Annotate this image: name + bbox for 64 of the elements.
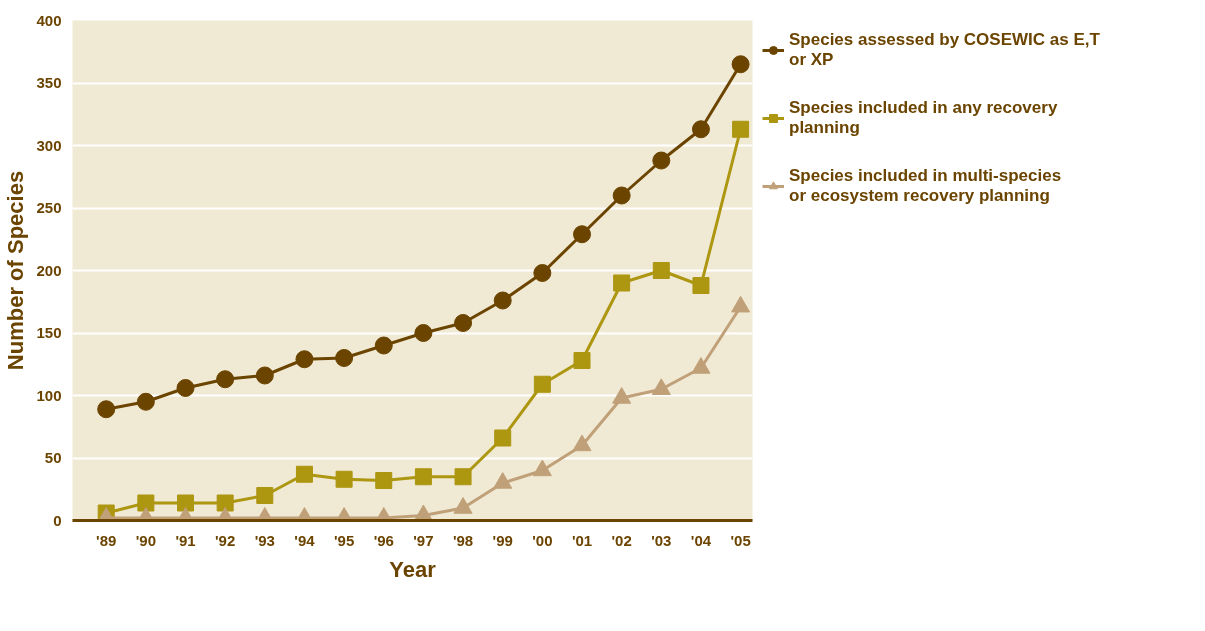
- point: [732, 120, 750, 138]
- y-tick-label: 0: [53, 511, 62, 529]
- x-tick-label: '93: [254, 531, 275, 549]
- point: [612, 186, 631, 205]
- point: [137, 494, 155, 512]
- point: [454, 468, 472, 486]
- x-tick-label: '04: [690, 531, 712, 549]
- y-axis-title: Number of Species: [3, 170, 29, 371]
- point: [256, 487, 274, 504]
- point: [533, 375, 551, 393]
- point: [176, 379, 195, 397]
- y-tick-label: 250: [36, 199, 62, 216]
- point: [454, 314, 473, 332]
- point: [136, 392, 155, 411]
- y-tick-label: 350: [36, 74, 62, 91]
- point: [652, 262, 670, 279]
- x-tick-label: '00: [532, 531, 553, 549]
- y-tick-label: 50: [44, 449, 62, 466]
- point: [335, 470, 353, 488]
- point: [414, 468, 432, 486]
- point: [573, 352, 591, 369]
- y-tick-label: 400: [36, 11, 62, 29]
- x-tick-label: '01: [571, 531, 593, 549]
- point: [533, 264, 552, 282]
- y-tick-label: 200: [36, 261, 62, 279]
- point: [374, 336, 393, 355]
- point: [375, 472, 393, 489]
- point: [97, 400, 116, 419]
- point: [295, 465, 313, 483]
- x-tick-label: '94: [294, 531, 316, 549]
- x-tick-label: '96: [373, 531, 394, 549]
- point: [295, 350, 314, 369]
- legend-label: Species included in any recovery planning: [789, 98, 1058, 138]
- point: [494, 429, 512, 447]
- y-tick-label: 100: [36, 386, 62, 404]
- point: [692, 277, 710, 294]
- x-tick-label: '92: [215, 531, 236, 549]
- x-tick-label: '99: [492, 531, 513, 549]
- point: [613, 274, 631, 292]
- point: [573, 225, 591, 244]
- x-tick-label: '03: [651, 531, 672, 549]
- x-tick-label: '97: [413, 531, 434, 549]
- point: [493, 291, 512, 310]
- y-tick-label: 150: [36, 324, 62, 341]
- x-tick-label: '95: [333, 531, 355, 549]
- point: [216, 370, 235, 389]
- x-tick-label: '91: [175, 531, 196, 549]
- x-tick-label: '02: [611, 531, 632, 549]
- point: [652, 151, 671, 170]
- x-tick-label: '90: [135, 531, 156, 549]
- x-tick-label: '98: [452, 531, 474, 549]
- point: [177, 494, 194, 512]
- point: [335, 349, 354, 367]
- point: [691, 120, 710, 139]
- x-axis-title: Year: [389, 556, 437, 582]
- point: [216, 494, 234, 512]
- x-tick-label: '89: [96, 531, 117, 549]
- x-tick-label: '05: [730, 531, 751, 549]
- legend-label: Species assessed by COSEWIC as E,T or XP: [789, 30, 1100, 70]
- legend-label: Species included in multi-species or ecosystem recovery planning: [789, 166, 1062, 206]
- point: [731, 55, 750, 74]
- point: [255, 366, 274, 385]
- point: [414, 324, 433, 342]
- y-tick-label: 300: [36, 136, 62, 154]
